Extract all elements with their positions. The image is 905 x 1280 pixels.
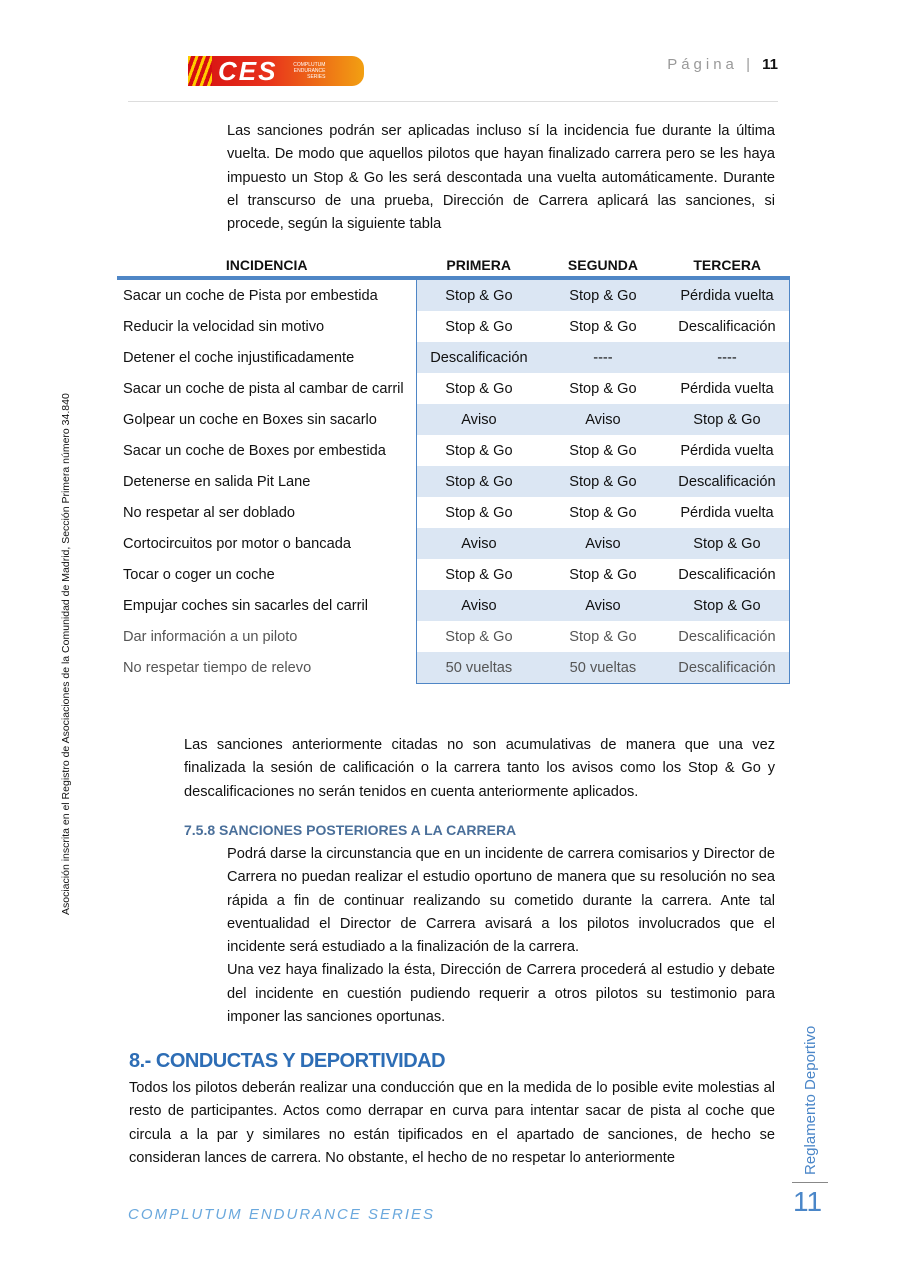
cell-incidencia: No respetar al ser doblado [123, 504, 295, 521]
section-758-body: Podrá darse la circunstancia que en un i… [227, 843, 775, 1029]
logo-subtext: COMPLUTUM ENDURANCE SERIES [293, 62, 326, 80]
cell-primera: Stop & Go [415, 373, 541, 404]
cell-segunda: Stop & Go [569, 504, 637, 521]
cell-tercera: Stop & Go [664, 590, 790, 621]
cell-segunda: Stop & Go [569, 318, 637, 335]
cell-tercera: Descalificación [664, 311, 790, 342]
after-table-paragraph: Las sanciones anteriormente citadas no s… [184, 737, 775, 800]
cell-incidencia: Cortocircuitos por motor o bancada [123, 535, 351, 552]
cell-tercera: Stop & Go [664, 404, 790, 435]
section-8-p1: Todos los pilotos deberán realizar una c… [129, 1080, 775, 1166]
cell-segunda: Aviso [540, 590, 665, 621]
cell-primera: Stop & Go [415, 621, 541, 652]
table-row: Tocar o coger un coche Stop & Go Stop & Go… [117, 559, 790, 590]
cell-primera: Aviso [415, 590, 541, 621]
cell-primera: Stop & Go [415, 497, 541, 528]
col-incidencia: INCIDENCIA [117, 254, 417, 280]
cell-segunda: Stop & Go [569, 380, 637, 397]
cell-segunda: Stop & Go [540, 466, 665, 497]
cell-incidencia: Sacar un coche de Boxes por embestida [123, 442, 386, 459]
table-row: Reducir la velocidad sin motivo Stop & Go… [117, 311, 790, 342]
cell-tercera: Descalificación [664, 652, 790, 684]
section-758-p1: Podrá darse la circunstancia que en un i… [227, 846, 775, 956]
table-row: Empujar coches sin sacarles del carril Av… [117, 590, 790, 621]
sanctions-table: INCIDENCIA PRIMERA SEGUNDA TERCERA Sacar… [117, 254, 790, 684]
cell-segunda: Aviso [540, 528, 665, 559]
table-row: Cortocircuitos por motor o bancada Aviso A… [117, 528, 790, 559]
cell-primera: Stop & Go [415, 559, 541, 590]
cell-segunda: 50 vueltas [540, 652, 665, 684]
col-segunda: SEGUNDA [540, 254, 665, 280]
table-header: INCIDENCIA PRIMERA SEGUNDA TERCERA [117, 254, 790, 280]
footer-brand: COMPLUTUM ENDURANCE SERIES [128, 1206, 436, 1223]
side-page-number: 11 [793, 1186, 823, 1217]
cell-segunda: Aviso [540, 404, 665, 435]
cell-incidencia: Dar información a un piloto [123, 628, 298, 645]
cell-segunda: ---- [540, 342, 665, 373]
table-row: No respetar tiempo de relevo 50 vueltas 50… [117, 652, 790, 684]
cell-tercera: Pérdida vuelta [664, 497, 790, 528]
table-row: Sacar un coche de Boxes por embestida Sto… [117, 435, 790, 466]
table-row: Sacar un coche de Pista por embestida Sto… [117, 278, 790, 311]
cell-tercera: Descalificación [664, 559, 790, 590]
cell-incidencia: Golpear un coche en Boxes sin sacarlo [123, 411, 377, 428]
table-row: Detener el coche injustificadamente Desca… [117, 342, 790, 373]
table-row: Golpear un coche en Boxes sin sacarlo Avi… [117, 404, 790, 435]
cell-primera: Stop & Go [415, 466, 541, 497]
cell-incidencia: Detener el coche injustificadamente [123, 349, 355, 366]
side-legal-note: Asociación inscrita en el Registro de As… [60, 393, 72, 915]
page-label: Página [667, 56, 738, 73]
cell-primera: Aviso [415, 528, 541, 559]
cell-incidencia: Sacar un coche de pista al cambar de car… [123, 380, 404, 397]
cell-tercera: Stop & Go [664, 528, 790, 559]
cell-tercera: Pérdida vuelta [664, 435, 790, 466]
cell-primera: 50 vueltas [415, 652, 541, 684]
cell-primera: Aviso [415, 404, 541, 435]
page-number: 11 [762, 56, 778, 73]
cell-incidencia: Detenerse en salida Pit Lane [123, 473, 311, 490]
cell-primera: Stop & Go [415, 311, 541, 342]
ces-logo: CES COMPLUTUM ENDURANCE SERIES [188, 56, 364, 86]
cell-primera: Descalificación [415, 342, 541, 373]
cell-tercera: Pérdida vuelta [664, 278, 790, 311]
table-row: No respetar al ser doblado Stop & Go Stop … [117, 497, 790, 528]
cell-incidencia: Reducir la velocidad sin motivo [123, 318, 325, 335]
side-divider [792, 1182, 828, 1183]
cell-segunda: Stop & Go [569, 566, 637, 583]
cell-tercera: Pérdida vuelta [664, 373, 790, 404]
intro-paragraph: Las sanciones podrán ser aplicadas inclu… [227, 123, 775, 233]
table-row: Sacar un coche de pista al cambar de car… [117, 373, 790, 404]
cell-segunda: Stop & Go [569, 628, 637, 645]
cell-tercera: Descalificación [664, 466, 790, 497]
logo-stripes [188, 56, 212, 86]
section-758-title: 7.5.8 SANCIONES POSTERIORES A LA CARRERA [184, 822, 517, 838]
section-758-p2: Una vez haya finalizado la ésta, Direcci… [227, 962, 775, 1026]
cell-incidencia: No respetar tiempo de relevo [123, 659, 312, 676]
cell-incidencia: Sacar un coche de Pista por embestida [123, 287, 378, 304]
cell-incidencia: Empujar coches sin sacarles del carril [123, 597, 368, 614]
logo-text: CES [218, 55, 278, 86]
col-tercera: TERCERA [664, 254, 790, 280]
cell-segunda: Stop & Go [540, 278, 665, 311]
cell-segunda: Stop & Go [569, 442, 637, 459]
table-row: Dar información a un piloto Stop & Go Stop… [117, 621, 790, 652]
section-8-title: 8.- CONDUCTAS Y DEPORTIVIDAD [129, 1050, 446, 1072]
cell-primera: Stop & Go [415, 435, 541, 466]
col-primera: PRIMERA [416, 254, 541, 280]
cell-tercera: Descalificación [664, 621, 790, 652]
cell-primera: Stop & Go [415, 278, 541, 311]
table-row: Detenerse en salida Pit Lane Stop & Go Sto… [117, 466, 790, 497]
cell-incidencia: Tocar o coger un coche [123, 566, 275, 583]
cell-tercera: ---- [664, 342, 790, 373]
header-divider [128, 101, 778, 102]
page-header: Página | 11 [667, 56, 778, 73]
side-section-label: Reglamento Deportivo [802, 1025, 819, 1175]
